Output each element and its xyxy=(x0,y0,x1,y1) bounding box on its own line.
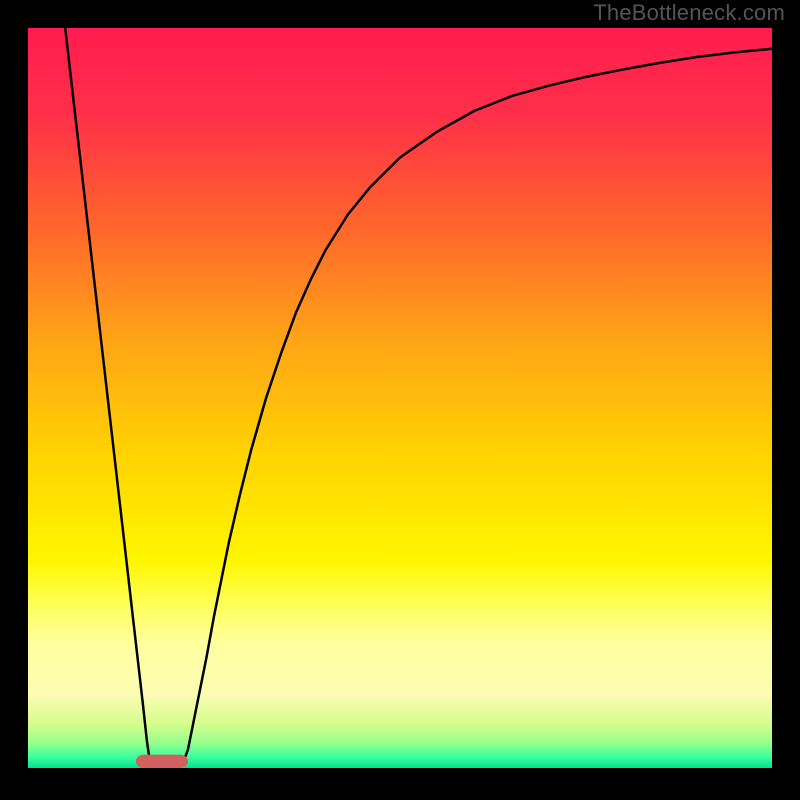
optimum-marker xyxy=(136,755,188,768)
gradient-background xyxy=(28,28,772,768)
bottleneck-chart: TheBottleneck.com xyxy=(0,0,800,800)
chart-svg xyxy=(0,0,800,800)
watermark-text: TheBottleneck.com xyxy=(593,0,785,26)
